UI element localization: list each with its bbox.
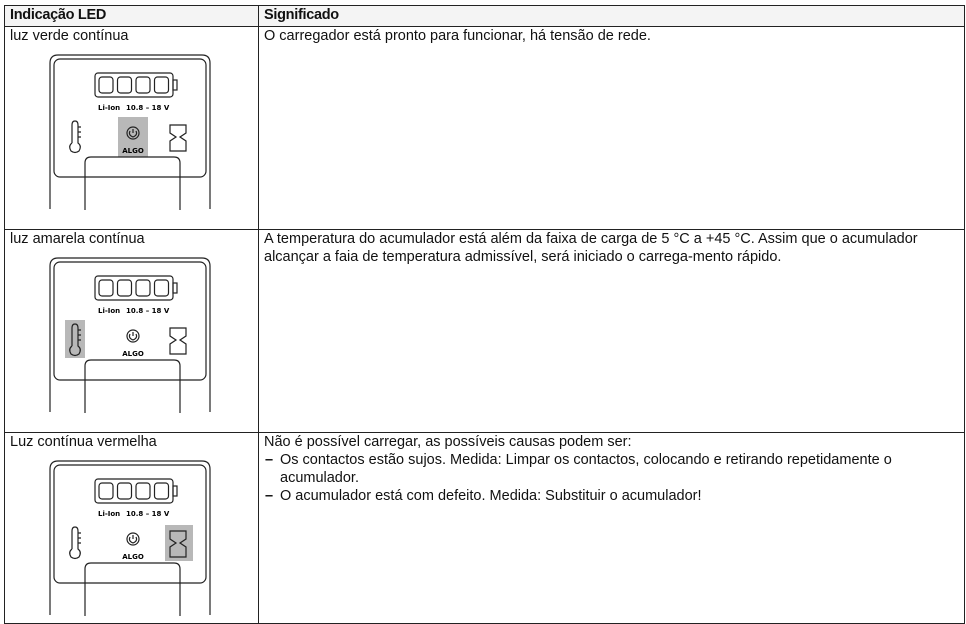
icon-label: Li-Ion [98, 104, 120, 112]
panel [53, 464, 207, 584]
battery-tip [172, 282, 178, 294]
battery-cell [98, 482, 114, 500]
table-body: luz verde contínua Li-Ion 10.8 – 18 V ALGO O… [4, 26, 965, 624]
panel [53, 261, 207, 381]
led-highlight [65, 320, 85, 358]
battery-cell [135, 76, 151, 94]
indicator-text: Luz contínua vermelha [10, 434, 157, 450]
meaning-cell: Não é possível carregar, as possíveis ca… [258, 432, 965, 624]
header-cell: Significado [258, 5, 965, 27]
thermometer [69, 526, 81, 560]
cause-item: O acumulador está com defeito. Medida: S… [265, 487, 959, 505]
panel [53, 58, 207, 178]
indicator-text: luz amarela contínua [10, 231, 145, 247]
battery-cell [98, 76, 114, 94]
table-row: luz verde contínua Li-Ion 10.8 – 18 V ALGO O… [4, 26, 965, 230]
battery-slot [84, 359, 181, 413]
battery-slot [84, 156, 181, 210]
icon-label: Li-Ion [98, 307, 120, 315]
battery-cell [153, 482, 170, 500]
table-row: luz amarela contínua Li-Ion 10.8 – 18 V ALG… [4, 229, 965, 433]
battery-cell [135, 482, 151, 500]
meaning-text: Não é possível carregar, as possíveis ca… [264, 434, 632, 450]
battery-symbol [169, 327, 187, 355]
table-row: Luz contínua vermelha Li-Ion 10.8 – 18 V AL… [4, 432, 965, 624]
battery-tip [172, 79, 178, 91]
meaning-cell: A temperatura do acumulador está além da… [258, 229, 965, 433]
indicator-cell: luz verde contínua Li-Ion 10.8 – 18 V ALGO [4, 26, 259, 230]
power-symbol [128, 332, 138, 341]
icon-label: Li-Ion [98, 510, 120, 518]
thermometer [69, 120, 81, 154]
icon-label: ALGO [122, 350, 144, 358]
icon-label: ALGO [122, 147, 144, 155]
header-cell: Indicação LED [4, 5, 259, 27]
battery-cell [153, 279, 170, 297]
battery-tip [172, 485, 178, 497]
battery-symbol [169, 530, 187, 558]
power-button [126, 532, 140, 546]
charger-icon: Li-Ion 10.8 – 18 V ALGO [49, 257, 211, 413]
power-button [126, 126, 140, 140]
led-table: Indicação LED Significado luz verde cont… [4, 5, 965, 624]
battery-symbol [169, 124, 187, 152]
battery-cell [153, 76, 170, 94]
battery-slot [84, 562, 181, 616]
meaning-text: O carregador está pronto para funcionar,… [264, 28, 651, 44]
battery-cell [116, 76, 133, 94]
indicator-text: luz verde contínua [10, 28, 129, 44]
meaning-cell: O carregador está pronto para funcionar,… [258, 26, 965, 230]
power-symbol [128, 535, 138, 544]
indicator-cell: luz amarela contínua Li-Ion 10.8 – 18 V ALG… [4, 229, 259, 433]
housing [49, 54, 211, 209]
cause-item: Os contactos estão sujos. Medida: Limpar… [265, 451, 959, 487]
battery-cell [98, 279, 114, 297]
indicator-cell: Luz contínua vermelha Li-Ion 10.8 – 18 V AL… [4, 432, 259, 624]
power-button [126, 329, 140, 343]
charger-icon: Li-Ion 10.8 – 18 V ALGO [49, 460, 211, 616]
icon-label: ALGO [122, 553, 144, 561]
battery-cell [116, 279, 133, 297]
header-row: Indicação LED Significado [4, 5, 965, 27]
icon-label: 10.8 – 18 V [126, 104, 170, 112]
icon-label: 10.8 – 18 V [126, 510, 170, 518]
charger-icon: Li-Ion 10.8 – 18 V ALGO [49, 54, 211, 210]
housing [49, 460, 211, 615]
icon-label: 10.8 – 18 V [126, 307, 170, 315]
battery-cell [116, 482, 133, 500]
power-symbol [128, 129, 138, 138]
housing [49, 257, 211, 412]
battery-cell [135, 279, 151, 297]
meaning-text: A temperatura do acumulador está além da… [264, 231, 918, 265]
thermometer [69, 323, 81, 357]
cause-list: Os contactos estão sujos. Medida: Limpar… [264, 451, 959, 505]
